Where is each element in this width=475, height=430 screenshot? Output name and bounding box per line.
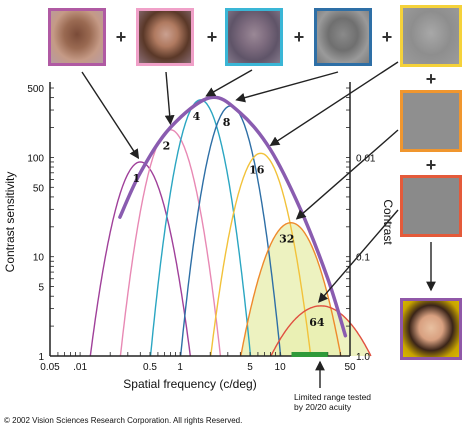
channel-curve-2 (119, 128, 222, 357)
channel-curve-64 (270, 305, 372, 357)
thumbnail-band-64 (400, 175, 462, 237)
channel-fill-64 (270, 305, 371, 356)
plus-sign: + (293, 27, 305, 47)
y-right-tick-label: 0.1 (356, 253, 370, 264)
plus-sign: + (425, 69, 437, 89)
x-tick-label: 10 (275, 362, 287, 373)
y-tick-label: 100 (27, 153, 44, 164)
channel-label-16: 16 (249, 163, 265, 176)
envelope-curve (118, 95, 348, 338)
x-tick-label: 0.05 (40, 362, 60, 373)
y-tick-label: 5 (38, 283, 44, 294)
x-tick-label: .01 (73, 362, 87, 373)
y-tick-label: 500 (27, 84, 44, 95)
plus-sign: + (381, 27, 393, 47)
y-tick-label: 50 (33, 183, 45, 194)
y-tick-label: 1 (38, 352, 44, 363)
y-right-axis-title: Contrast (381, 199, 395, 245)
channel-curve-32 (240, 221, 342, 357)
x-tick-label: 50 (344, 362, 356, 373)
y-tick-label: 10 (33, 253, 45, 264)
y-right-tick-label: 1.0 (356, 352, 370, 363)
thumbnail-band-1 (48, 8, 106, 66)
channel-curve-16 (210, 152, 312, 357)
copyright-text: © 2002 Vision Sciences Research Corporat… (4, 416, 243, 425)
channel-label-8: 8 (223, 116, 231, 129)
channel-curve-8 (179, 105, 282, 357)
x-tick-label: 5 (247, 362, 253, 373)
arrow-band-4 (205, 69, 253, 97)
channel-label-4: 4 (193, 110, 201, 123)
y-axis-title: Contrast sensitivity (3, 172, 17, 273)
thumbnail-band-16 (400, 5, 462, 67)
thumbnail-full-image (400, 298, 462, 360)
arrow-band-16 (269, 61, 399, 147)
x-tick-label: 0.5 (143, 362, 157, 373)
arrow-band-64 (318, 209, 399, 303)
arrow-band-1 (81, 71, 140, 160)
arrow-band-2 (164, 71, 175, 126)
plus-sign: + (115, 27, 127, 47)
plus-sign: + (425, 155, 437, 175)
arrow-band-32 (295, 129, 399, 220)
x-axis-title: Spatial frequency (c/deg) (123, 377, 256, 391)
channel-label-64: 64 (309, 316, 325, 329)
channel-fill-32 (240, 222, 341, 356)
channel-curve-4 (149, 99, 252, 357)
thumbnail-band-8 (314, 8, 372, 66)
y-right-tick-label: 0.01 (356, 153, 376, 164)
thumbnail-band-4 (225, 8, 283, 66)
channel-label-2: 2 (163, 140, 171, 153)
channel-label-32: 32 (279, 233, 294, 246)
thumbnail-band-2 (136, 8, 194, 66)
acuity-range-bar (291, 352, 328, 357)
x-tick-label: 1 (177, 362, 183, 373)
range-note: Limited range tested by 20/20 acuity (294, 392, 372, 412)
channel-curve-1 (89, 161, 191, 357)
channel-label-1: 1 (132, 172, 140, 185)
arrow-band-8 (235, 71, 339, 103)
plus-sign: + (206, 27, 218, 47)
thumbnail-band-32 (400, 90, 462, 152)
